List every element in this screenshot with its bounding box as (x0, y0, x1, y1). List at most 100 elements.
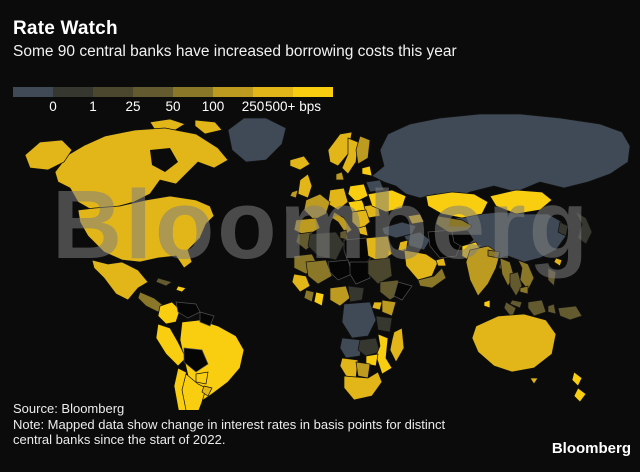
region-france (303, 193, 331, 221)
legend-swatch (293, 87, 333, 97)
world-map (24, 113, 631, 410)
region-mozambique (375, 333, 393, 375)
footer-notes: Source: Bloomberg Note: Mapped data show… (13, 401, 445, 448)
region-mexico (91, 259, 149, 301)
region-canada-arctic-2 (194, 119, 223, 135)
region-greenland (227, 117, 287, 163)
legend-label: 250 (241, 99, 265, 114)
legend-label: 500+ bps (265, 99, 321, 114)
region-ireland (289, 189, 299, 199)
legend-swatch (253, 87, 293, 97)
map-area: Bloomberg (0, 110, 640, 410)
region-australia (471, 313, 557, 373)
region-cuba (155, 277, 173, 287)
region-chad (349, 261, 371, 285)
region-cambodia (519, 285, 529, 295)
region-syria-iraq (403, 231, 431, 251)
region-japan (575, 211, 593, 245)
region-angola (339, 337, 363, 359)
legend-swatch (93, 87, 133, 97)
region-zambia (357, 337, 381, 357)
region-mongolia (489, 189, 553, 215)
region-ivory-coast (303, 289, 315, 303)
region-central-america (137, 291, 165, 313)
region-mali (305, 259, 333, 285)
region-guyanas (199, 311, 215, 327)
legend-swatch (133, 87, 173, 97)
region-iceland (289, 155, 311, 171)
legend-label: 0 (49, 99, 57, 114)
region-senegal-guinea (291, 273, 311, 293)
region-sulawesi (547, 303, 557, 315)
region-belarus (365, 179, 385, 193)
region-malaysia (509, 299, 523, 309)
region-paraguay (195, 371, 209, 385)
region-kazakhstan (425, 191, 489, 219)
region-tanzania (375, 315, 393, 333)
region-colombia (157, 301, 181, 325)
region-egypt (365, 235, 393, 263)
region-uk (297, 173, 313, 199)
region-algeria (307, 231, 345, 261)
region-taiwan (553, 257, 563, 267)
legend-label: 25 (125, 99, 141, 114)
legend-label: 50 (165, 99, 181, 114)
region-tasmania (529, 377, 539, 385)
region-sudan (367, 257, 393, 285)
region-hispaniola (175, 285, 187, 293)
legend-swatch (173, 87, 213, 97)
region-philippines (547, 267, 557, 287)
region-canada (54, 127, 229, 211)
bloomberg-logo: Bloomberg (551, 440, 631, 457)
region-ukraine (367, 189, 407, 213)
region-denmark (335, 171, 345, 181)
region-sri-lanka (483, 299, 491, 309)
legend-swatch (213, 87, 253, 97)
page-title: Rate Watch (13, 18, 118, 39)
region-germany (327, 187, 349, 211)
region-hudson-bay (150, 148, 178, 172)
region-finland (355, 135, 371, 165)
region-borneo (527, 299, 547, 317)
legend-color-bar (13, 87, 333, 97)
region-venezuela (175, 301, 201, 319)
region-greece (357, 225, 369, 237)
region-gulf-states (435, 257, 447, 267)
region-zimbabwe (365, 353, 379, 367)
region-baltics (361, 165, 373, 177)
source-line: Source: Bloomberg (13, 401, 125, 416)
region-india (465, 245, 501, 297)
note-line-2: central banks since the start of 2022. (13, 432, 226, 447)
region-argentina (181, 373, 207, 410)
legend-label: 1 (89, 99, 97, 114)
legend-labels: 0 1 25 50 100 250 500+ bps (13, 99, 353, 115)
legend-label: 100 (201, 99, 225, 114)
region-ghana (313, 291, 325, 307)
region-madagascar (389, 327, 405, 363)
region-spain (293, 217, 321, 237)
region-kenya (381, 299, 397, 317)
region-somalia (393, 281, 413, 301)
region-new-guinea (557, 305, 583, 321)
region-new-zealand-south (573, 387, 587, 403)
chart-subtitle: Some 90 central banks have increased bor… (13, 43, 457, 60)
region-yemen-oman (417, 267, 447, 289)
region-bolivia (183, 347, 209, 373)
region-usa (77, 195, 215, 269)
region-nigeria (329, 285, 351, 307)
region-south-africa (343, 371, 383, 401)
region-saudi-arabia (403, 249, 439, 281)
region-niger (327, 259, 353, 281)
region-italy (331, 211, 353, 235)
region-nepal (487, 249, 501, 259)
region-new-zealand-north (571, 371, 583, 387)
region-russia (371, 113, 631, 201)
region-uruguay (201, 385, 213, 397)
region-namibia (339, 357, 359, 379)
region-peru (155, 323, 187, 367)
region-poland (347, 183, 369, 203)
region-alaska (24, 139, 73, 171)
region-botswana (355, 361, 371, 379)
region-caucasus (407, 213, 425, 225)
